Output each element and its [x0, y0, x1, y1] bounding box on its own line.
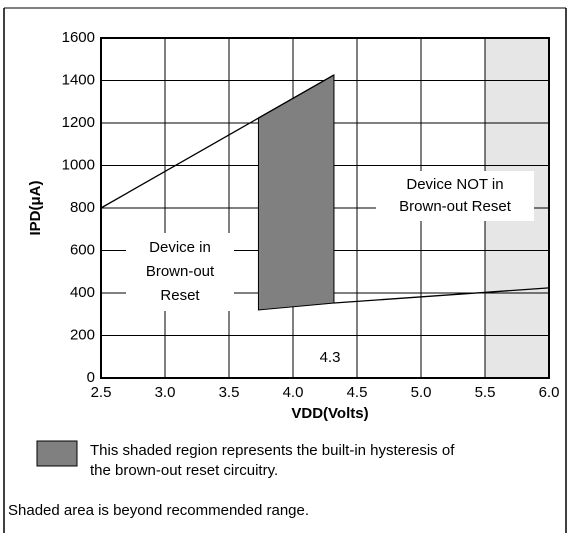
legend-swatch — [36, 440, 78, 467]
y-tick-label: 800 — [70, 199, 95, 216]
threshold-label: 4.3 — [320, 349, 341, 366]
y-tick-label: 0 — [87, 369, 95, 386]
annotation: Device NOT in — [406, 176, 503, 193]
x-tick-label: 5.5 — [475, 384, 496, 401]
legend-text: This shaded region represents the built-… — [90, 442, 455, 459]
x-axis-label: VDD(Volts) — [291, 405, 368, 422]
annotation-box — [376, 171, 534, 221]
y-axis-label: IPD(μA) — [27, 180, 44, 235]
annotation: Brown-out Reset — [399, 198, 512, 215]
plot-border — [100, 37, 550, 379]
x-tick-label: 6.0 — [539, 384, 560, 401]
annotation: Reset — [160, 287, 200, 304]
y-tick-label: 200 — [70, 326, 95, 343]
x-tick-label: 3.0 — [155, 384, 176, 401]
x-tick-label: 4.0 — [283, 384, 304, 401]
data-line — [100, 74, 335, 209]
y-tick-label: 1400 — [62, 71, 95, 88]
y-tick-label: 1600 — [62, 29, 95, 46]
y-tick-label: 600 — [70, 241, 95, 258]
plot: 0 200 400 600 800 1000 1200 1400 1600 2.5 3.0 3.5 4.… — [62, 29, 560, 401]
data-line — [333, 287, 550, 304]
overlay — [36, 440, 78, 467]
annotation-box — [126, 233, 234, 311]
annotation: Device in — [149, 239, 211, 256]
note: Shaded area is beyond recommended range. — [8, 502, 309, 519]
hysteresis-region — [257, 74, 335, 311]
y-tick-label: 1200 — [62, 114, 95, 131]
x-tick-label: 5.0 — [411, 384, 432, 401]
y-tick-label: 1000 — [62, 156, 95, 173]
x-tick-label: 3.5 — [219, 384, 240, 401]
annotation: Brown-out — [146, 263, 215, 280]
y-tick-label: 400 — [70, 284, 95, 301]
legend-text: the brown-out reset circuitry. — [90, 462, 278, 479]
x-tick-label: 4.5 — [347, 384, 368, 401]
x-tick-label: 2.5 — [91, 384, 112, 401]
